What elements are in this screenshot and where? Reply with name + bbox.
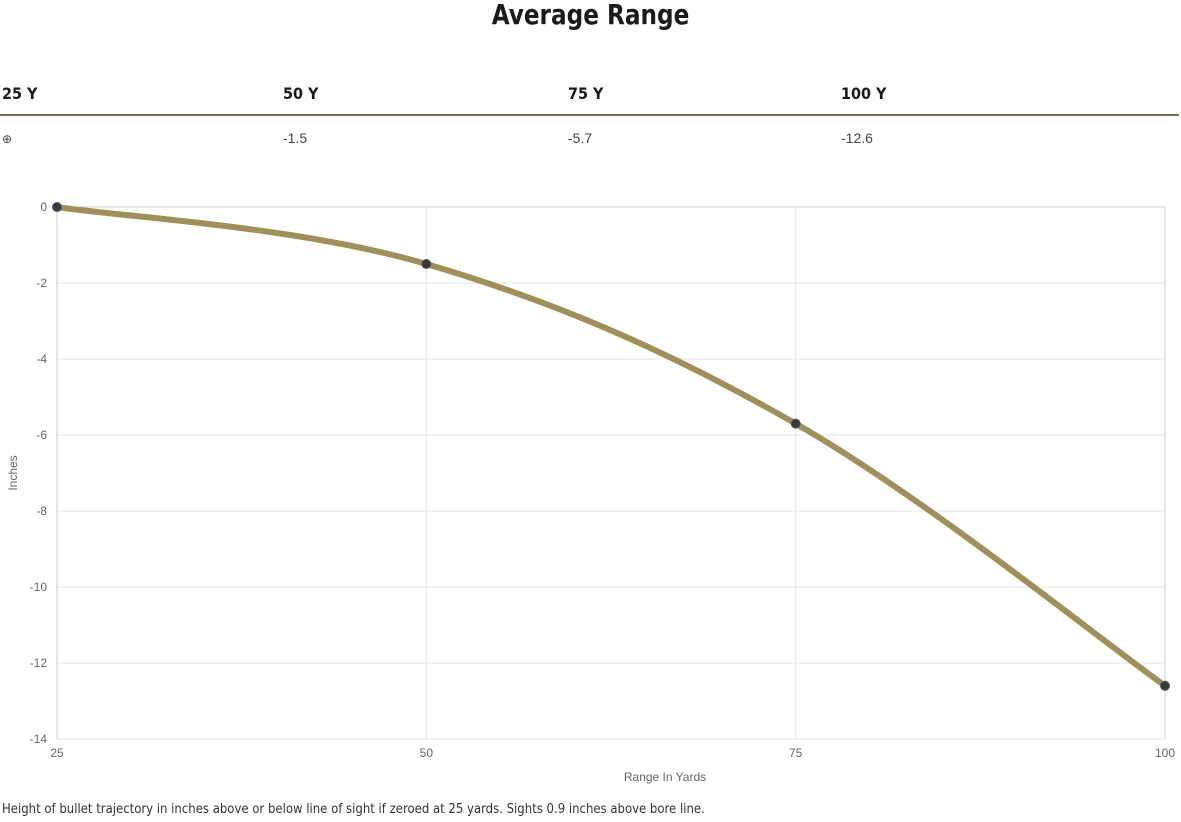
header-25y: 25 Y bbox=[2, 84, 38, 103]
data-point bbox=[52, 202, 62, 212]
y-tick-label: -8 bbox=[36, 504, 47, 518]
value-50y: -1.5 bbox=[283, 130, 308, 146]
x-tick-label: 100 bbox=[1155, 746, 1175, 760]
y-tick-label: -10 bbox=[30, 580, 48, 594]
range-table: 25 Y 50 Y 75 Y 100 Y ⊕ -1.5 -5.7 -12.6 bbox=[0, 78, 1179, 152]
header-100y: 100 Y bbox=[841, 84, 887, 103]
data-point bbox=[421, 259, 432, 269]
data-point bbox=[1160, 680, 1170, 691]
y-tick-label: -14 bbox=[30, 732, 48, 746]
crosshair-icon: ⊕ bbox=[2, 132, 13, 146]
value-100y: -12.6 bbox=[841, 130, 873, 146]
x-tick-label: 75 bbox=[789, 746, 803, 760]
data-point bbox=[790, 418, 801, 429]
footnote: Height of bullet trajectory in inches ab… bbox=[2, 802, 705, 817]
value-75y: -5.7 bbox=[568, 130, 593, 146]
y-tick-label: -6 bbox=[36, 428, 47, 442]
range-table-header: 25 Y 50 Y 75 Y 100 Y bbox=[0, 78, 1179, 116]
header-50y: 50 Y bbox=[283, 84, 319, 103]
y-tick-label: -4 bbox=[36, 352, 47, 366]
header-75y: 75 Y bbox=[568, 84, 604, 103]
trajectory-line bbox=[54, 204, 1168, 689]
y-axis-label: Inches bbox=[6, 455, 20, 490]
y-tick-label: -12 bbox=[30, 656, 48, 670]
chart-title: Average Range bbox=[491, 0, 690, 31]
range-table-row: ⊕ -1.5 -5.7 -12.6 bbox=[0, 116, 1179, 152]
x-tick-label: 50 bbox=[420, 746, 434, 760]
y-tick-label: 0 bbox=[40, 200, 47, 214]
x-axis-label: Range In Yards bbox=[624, 770, 706, 784]
x-tick-label: 25 bbox=[50, 746, 64, 760]
y-tick-label: -2 bbox=[36, 276, 47, 290]
